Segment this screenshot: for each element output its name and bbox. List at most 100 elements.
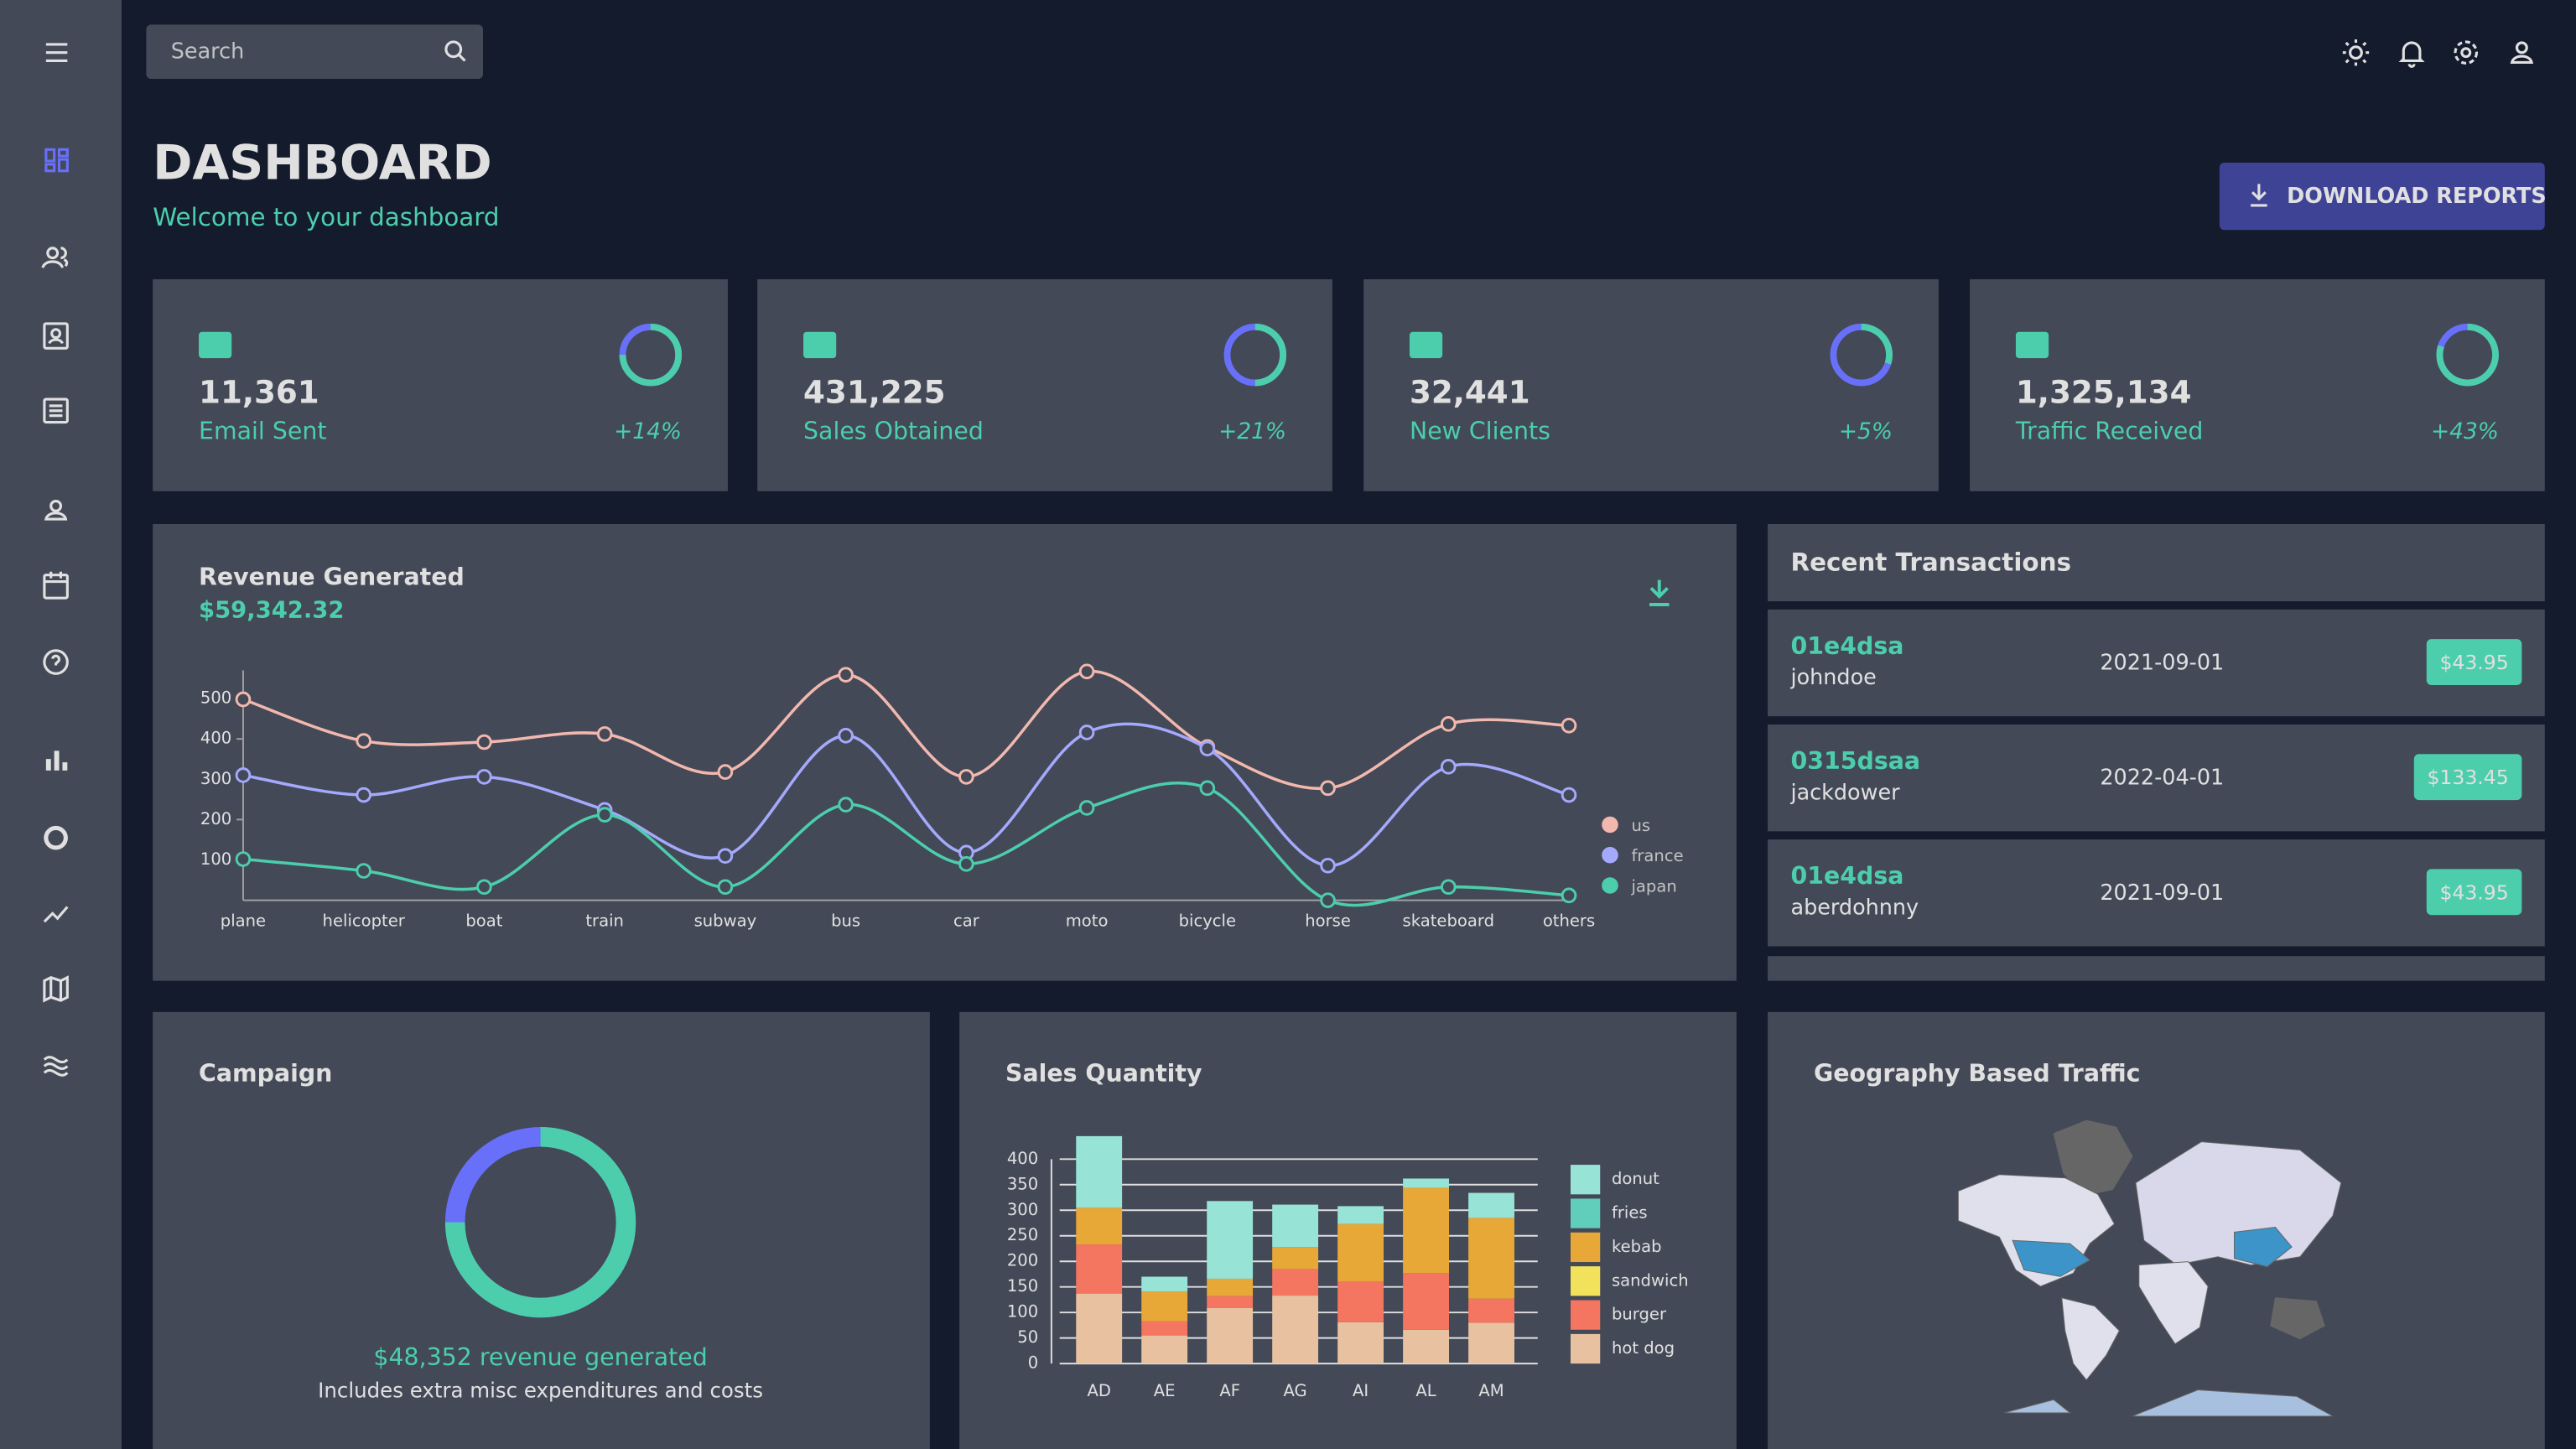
legend-swatch bbox=[1570, 1333, 1601, 1364]
x-tick-label: subway bbox=[694, 911, 757, 931]
x-tick-label: AG bbox=[1284, 1381, 1307, 1400]
contacts-icon[interactable] bbox=[43, 322, 69, 350]
africa bbox=[2138, 1261, 2209, 1345]
legend-label: japan bbox=[1630, 876, 1676, 896]
stat-increase: +5% bbox=[1839, 418, 1893, 444]
calendar-icon[interactable] bbox=[43, 571, 69, 600]
bar-segment bbox=[1141, 1335, 1188, 1364]
transaction-cost: $133.45 bbox=[2427, 766, 2508, 789]
australia bbox=[2270, 1297, 2325, 1340]
stat-value: 1,325,134 bbox=[2016, 374, 2192, 411]
profile-icon[interactable] bbox=[44, 499, 68, 521]
stat-box bbox=[1970, 279, 2545, 491]
line-point bbox=[596, 807, 613, 823]
eurasia bbox=[2135, 1141, 2342, 1266]
line-point bbox=[1561, 717, 1577, 734]
transaction-cost-badge bbox=[2426, 869, 2522, 916]
bar-segment bbox=[1076, 1293, 1123, 1364]
transaction-id: 0315dsaa bbox=[1791, 747, 1921, 775]
line-point bbox=[717, 879, 734, 896]
legend-label: donut bbox=[1612, 1169, 1659, 1188]
line-point bbox=[235, 851, 252, 867]
button-bg[interactable] bbox=[2219, 162, 2545, 231]
line-point bbox=[838, 667, 854, 683]
line-point bbox=[1561, 887, 1577, 904]
bar-segment bbox=[1468, 1192, 1514, 1218]
transaction-cost: $43.95 bbox=[2439, 880, 2508, 904]
team-icon[interactable] bbox=[41, 247, 69, 268]
search-box[interactable] bbox=[146, 24, 483, 80]
line-point bbox=[1561, 787, 1577, 803]
legend-swatch bbox=[1570, 1165, 1601, 1195]
invoices-icon[interactable] bbox=[43, 397, 69, 424]
legend-swatch bbox=[1602, 816, 1618, 834]
bar-segment bbox=[1141, 1291, 1188, 1322]
pie-icon[interactable] bbox=[44, 825, 68, 850]
download-button[interactable]: DOWNLOAD REPORTS bbox=[2219, 162, 2547, 231]
bar-segment bbox=[1207, 1296, 1254, 1308]
bar-segment bbox=[1076, 1244, 1123, 1294]
legend-label: us bbox=[1631, 816, 1650, 835]
page-title: DASHBOARD bbox=[153, 136, 491, 191]
line-point bbox=[235, 767, 252, 783]
greenland bbox=[2053, 1119, 2133, 1197]
campaign-panel bbox=[153, 1011, 930, 1449]
search-icon[interactable] bbox=[444, 40, 466, 62]
bar-segment bbox=[1337, 1322, 1384, 1364]
line-icon[interactable] bbox=[43, 906, 69, 923]
theme-icon[interactable] bbox=[2342, 39, 2370, 66]
stat-box bbox=[153, 279, 728, 491]
stat-label: Traffic Received bbox=[2015, 417, 2204, 444]
x-tick-label: AD bbox=[1087, 1381, 1110, 1400]
y-tick-label: 300 bbox=[200, 769, 231, 788]
x-tick-label: AM bbox=[1478, 1381, 1504, 1400]
legend-swatch bbox=[1570, 1198, 1601, 1228]
y-tick-label: 200 bbox=[200, 809, 231, 828]
progress-arc bbox=[2436, 323, 2499, 387]
x-tick-label: bus bbox=[831, 911, 860, 931]
stat-box bbox=[1363, 279, 1939, 491]
y-tick-label: 150 bbox=[1007, 1276, 1038, 1296]
stream-icon[interactable] bbox=[43, 1056, 69, 1077]
revenue-download-icon[interactable] bbox=[1649, 579, 1670, 606]
x-tick-label: others bbox=[1543, 911, 1595, 931]
download-icon bbox=[2251, 184, 2267, 207]
bar-segment bbox=[1141, 1321, 1188, 1336]
settings-icon[interactable] bbox=[2454, 40, 2479, 65]
bar-icon[interactable] bbox=[45, 750, 68, 771]
x-tick-label: AI bbox=[1353, 1381, 1368, 1400]
south-america bbox=[2061, 1297, 2120, 1381]
y-tick-label: 400 bbox=[200, 729, 231, 748]
stat-increase: +21% bbox=[1218, 418, 1286, 444]
revenue-amount: $59,342.32 bbox=[199, 597, 344, 623]
menu-icon[interactable] bbox=[45, 43, 68, 63]
campaign-note: Includes extra misc expenditures and cos… bbox=[318, 1378, 763, 1402]
y-tick-label: 200 bbox=[1007, 1251, 1038, 1270]
transactions-header bbox=[1768, 523, 2545, 602]
sidebar-icons[interactable] bbox=[41, 43, 69, 1077]
stat-increase: +14% bbox=[614, 418, 682, 444]
bar-segment bbox=[1272, 1269, 1319, 1296]
geo-icon[interactable] bbox=[43, 975, 69, 1003]
stat-label: Email Sent bbox=[199, 417, 326, 444]
line-point bbox=[717, 848, 734, 865]
faq-icon[interactable] bbox=[43, 649, 69, 675]
transaction-id: 01e4dsa bbox=[1791, 632, 1904, 660]
campaign-revenue: $48,352 revenue generated bbox=[373, 1343, 707, 1371]
y-tick-label: 250 bbox=[1007, 1225, 1038, 1244]
legend-label: burger bbox=[1612, 1305, 1667, 1324]
user-icon[interactable] bbox=[2510, 41, 2534, 65]
revenue-title: Revenue Generated bbox=[199, 564, 465, 591]
legend-label: sandwich bbox=[1612, 1270, 1689, 1290]
notifications-icon[interactable] bbox=[2398, 41, 2425, 68]
bar-segment bbox=[1272, 1296, 1319, 1364]
bar-segment bbox=[1468, 1218, 1514, 1299]
usa bbox=[2012, 1239, 2090, 1277]
topbar-icons bbox=[444, 39, 2534, 68]
dashboard-icon[interactable] bbox=[44, 148, 69, 173]
y-tick-label: 0 bbox=[1028, 1353, 1038, 1373]
line-point bbox=[1440, 879, 1457, 896]
revenue-panel bbox=[153, 523, 1737, 981]
line-point bbox=[1320, 892, 1336, 908]
